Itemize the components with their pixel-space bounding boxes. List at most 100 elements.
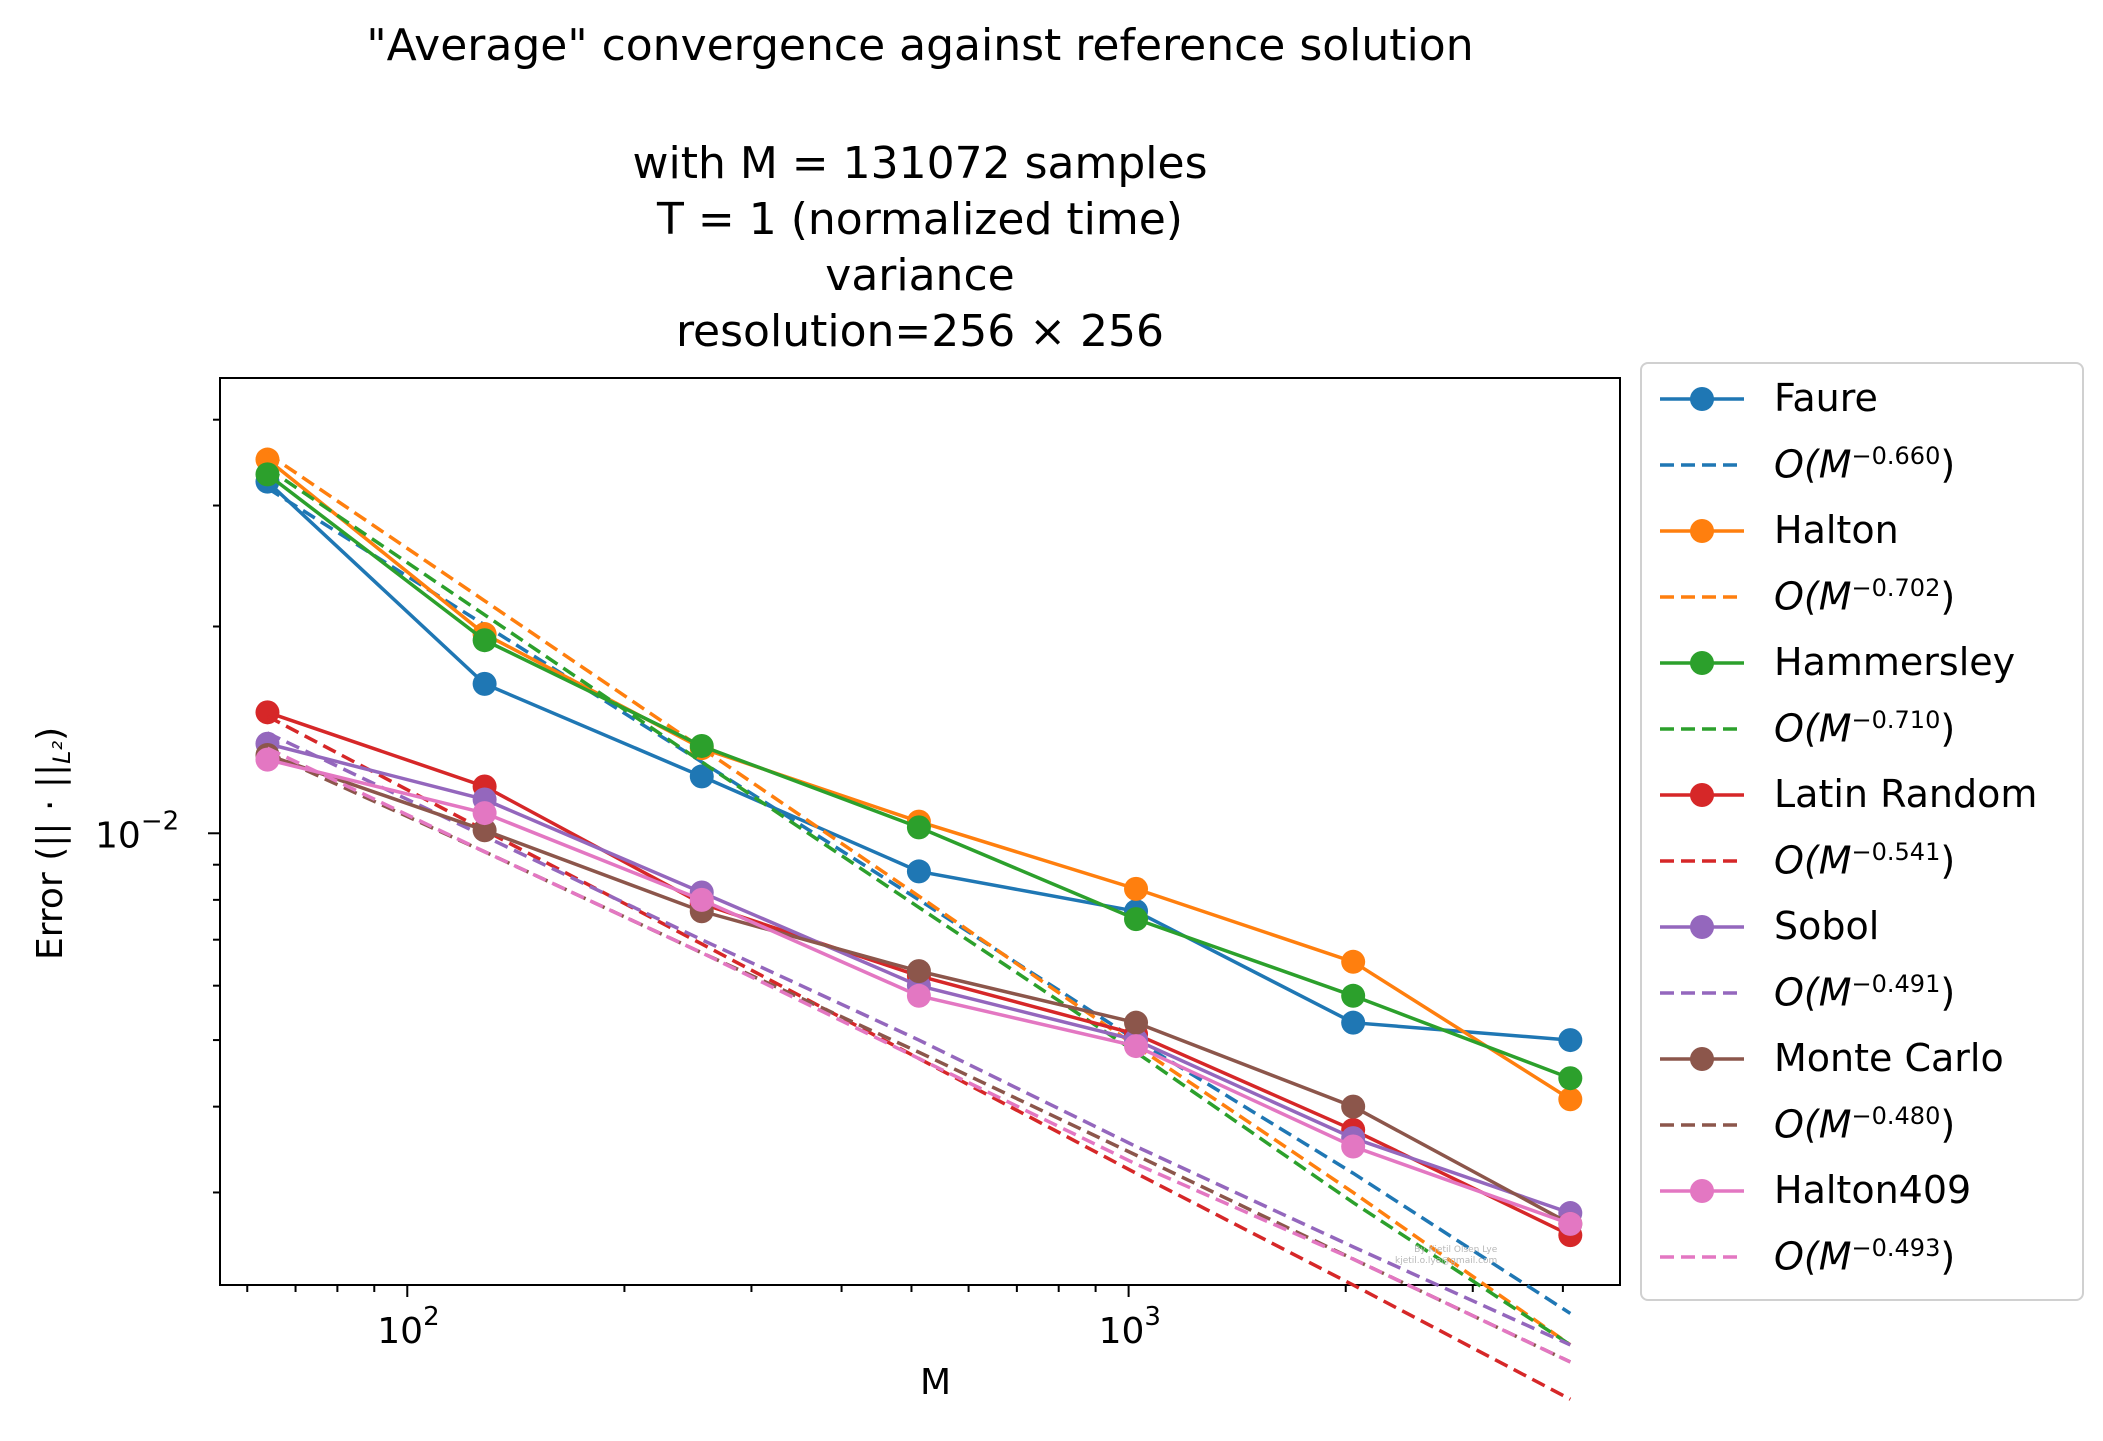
legend-label-close: ) (1940, 442, 1956, 487)
legend-swatch (1660, 1255, 1744, 1259)
legend-label: O(M−0.480) (1774, 1102, 1955, 1147)
legend-label: O(M−0.702) (1774, 574, 1955, 619)
data-point (1341, 1010, 1366, 1035)
legend-swatch-marker (1690, 1179, 1714, 1203)
x-tick-label-base: 10 (1099, 1311, 1145, 1352)
data-point (906, 983, 931, 1008)
series-o-m-0-660 (266, 486, 1572, 1315)
data-point (255, 747, 280, 772)
legend-item: O(M−0.480) (1642, 1098, 2082, 1148)
legend-label-main: O(M (1774, 1102, 1852, 1147)
data-point (1558, 1066, 1583, 1091)
data-point (472, 671, 497, 696)
y-tick-label-exp: −2 (141, 806, 179, 836)
legend-label-exp: −0.480 (1851, 1102, 1941, 1130)
x-axis-label: M (920, 1362, 952, 1403)
legend-label-close: ) (1940, 838, 1956, 883)
legend-swatch (1660, 519, 1744, 543)
legend-swatch (1660, 727, 1744, 731)
series-halton409 (255, 747, 1583, 1236)
watermark: By Kjetil Olsen Lye kjetil.o.lye@gmail.c… (1395, 1245, 1497, 1267)
legend-swatch (1660, 915, 1744, 939)
data-point (1341, 949, 1366, 974)
series-o-m-0-710 (266, 466, 1572, 1347)
legend-label: Halton409 (1774, 1168, 1972, 1212)
legend-swatch (1660, 387, 1744, 411)
legend-swatch (1660, 859, 1744, 863)
data-point (1558, 1087, 1583, 1112)
legend-swatch (1660, 463, 1744, 467)
legend-item: O(M−0.702) (1642, 570, 2082, 620)
data-point (472, 818, 497, 843)
data-point (472, 628, 497, 653)
legend-label: Latin Random (1774, 772, 2038, 816)
data-point (255, 462, 280, 487)
legend-label-close: ) (1940, 1102, 1956, 1147)
legend-item: Halton (1642, 504, 2082, 554)
legend-swatch (1660, 1123, 1744, 1127)
legend-label-exp: −0.710 (1851, 706, 1941, 734)
title-line-5: resolution=256 × 256 (675, 306, 1165, 357)
legend-swatch-marker (1690, 519, 1714, 543)
legend-swatch-marker (1690, 651, 1714, 675)
series-layer (255, 447, 1583, 1401)
x-tick-label-base: 10 (377, 1311, 423, 1352)
data-point (689, 733, 714, 758)
watermark-line-1: By Kjetil Olsen Lye (1414, 1245, 1498, 1255)
legend-swatch-marker (1690, 1047, 1714, 1071)
legend-item: Halton409 (1642, 1164, 2082, 1214)
data-point (1124, 876, 1149, 901)
series-halton (255, 447, 1583, 1112)
series-line (266, 746, 1572, 1364)
legend-swatch-marker (1690, 915, 1714, 939)
series-line (266, 486, 1572, 1315)
data-point (1341, 983, 1366, 1008)
x-tick-label: 102 (377, 1302, 439, 1352)
legend-label-close: ) (1940, 706, 1956, 751)
legend-swatch (1660, 595, 1744, 599)
legend-label-main: O(M (1774, 838, 1852, 883)
legend-item: O(M−0.491) (1642, 966, 2082, 1016)
data-point (472, 801, 497, 826)
data-point (906, 859, 931, 884)
legend-label: Hammersley (1774, 640, 2016, 684)
x-tick-label-exp: 3 (1144, 1302, 1161, 1332)
series-line (266, 480, 1571, 1042)
y-axis-label-close: ) (30, 726, 71, 741)
y-tick-label: 10−2 (95, 806, 179, 856)
legend-label-exp: −0.702 (1851, 574, 1941, 602)
series-line (266, 466, 1572, 1347)
data-point (1558, 1028, 1583, 1053)
data-point (906, 815, 931, 840)
legend-label: O(M−0.710) (1774, 706, 1955, 751)
legend-swatch (1660, 651, 1744, 675)
legend-item: O(M−0.710) (1642, 702, 2082, 752)
legend-label: O(M−0.493) (1774, 1234, 1955, 1279)
plot-frame (219, 377, 1621, 1286)
legend-label-main: O(M (1774, 1234, 1852, 1279)
legend-item: O(M−0.541) (1642, 834, 2082, 884)
legend-label-main: O(M (1774, 706, 1852, 751)
legend-swatch (1660, 1047, 1744, 1071)
legend-label-exp: −0.493 (1851, 1234, 1941, 1262)
legend: Faure O(M−0.660) Halton O(M−0.702) Hammersle… (1640, 362, 2084, 1301)
legend-label: Halton (1774, 508, 1899, 552)
legend-label-main: O(M (1774, 574, 1852, 619)
legend-label: O(M−0.541) (1774, 838, 1955, 883)
data-point (1558, 1211, 1583, 1236)
legend-label-exp: −0.491 (1851, 970, 1941, 998)
series-o-m-0-493 (266, 746, 1572, 1364)
watermark-line-2: kjetil.o.lye@gmail.com (1395, 1256, 1498, 1266)
series-hammersley (255, 462, 1583, 1091)
data-point (1124, 1010, 1149, 1035)
series-line (266, 452, 1572, 1347)
title-line-4: variance (825, 250, 1015, 301)
data-point (1124, 1034, 1149, 1059)
data-point (1341, 1134, 1366, 1159)
title-line-2: with M = 131072 samples (632, 138, 1208, 189)
legend-label-close: ) (1940, 970, 1956, 1015)
legend-label-exp: −0.541 (1851, 838, 1941, 866)
legend-item: O(M−0.660) (1642, 438, 2082, 488)
